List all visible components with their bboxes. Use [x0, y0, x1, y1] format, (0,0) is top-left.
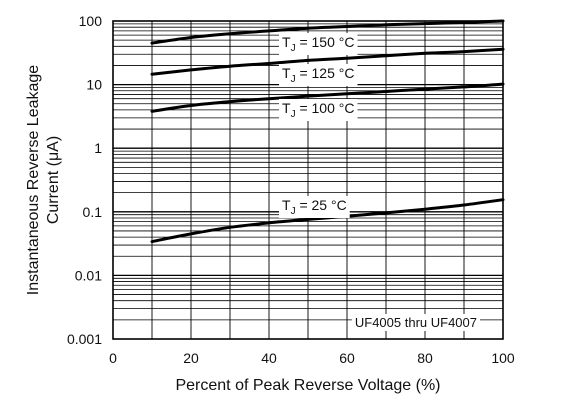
- curve-label-t: T: [282, 197, 291, 213]
- curve-label-subscript: J: [291, 206, 296, 217]
- note-text: UF4005 thru UF4007: [355, 315, 477, 330]
- curve-label-value: = 125 °C: [296, 65, 355, 81]
- curve-labels: TJ = 150 °CTJ = 125 °CTJ = 100 °CTJ = 25…: [279, 33, 358, 218]
- curve-label-t: T: [282, 65, 291, 81]
- curve-label-t: T: [282, 100, 291, 116]
- device-range-note: UF4005 thru UF4007: [351, 314, 480, 331]
- x-tick-label: 100: [491, 350, 515, 366]
- curve-label: TJ = 125 °C: [279, 64, 358, 86]
- series-line: [150, 47, 505, 76]
- y-tick-label: 100: [79, 13, 103, 29]
- curve-label-subscript: J: [291, 109, 296, 120]
- y-tick-label: 1: [94, 140, 102, 156]
- curve-label-text: TJ = 100 °C: [282, 100, 354, 120]
- y-tick-label: 0.1: [83, 204, 103, 220]
- y-axis-title-line-1: Instantaneous Reverse Leakage: [25, 65, 42, 295]
- curve-label-text: TJ = 125 °C: [282, 65, 354, 85]
- curve-label: TJ = 100 °C: [279, 99, 358, 121]
- note-background: [351, 314, 480, 331]
- plot-frame: [112, 20, 504, 340]
- curve-label-value: = 25 °C: [296, 197, 347, 213]
- x-tick-label: 20: [183, 350, 199, 366]
- curve-label-text: TJ = 150 °C: [282, 34, 354, 54]
- curve-label-subscript: J: [291, 74, 296, 85]
- y-axis-title: Instantaneous Reverse Leakage Current (μ…: [25, 65, 62, 295]
- x-tick-label: 40: [261, 350, 277, 366]
- annotations: UF4005 thru UF4007: [351, 314, 480, 331]
- y-axis-title-line-2: Current (μA): [45, 136, 62, 224]
- x-tick-label: 80: [417, 350, 433, 366]
- curve-label-background: [279, 196, 350, 218]
- series-line: [150, 82, 505, 113]
- curve-label: TJ = 150 °C: [279, 33, 358, 55]
- curve-label-background: [279, 33, 358, 55]
- curve-label-value: = 100 °C: [296, 100, 355, 116]
- curve-label: TJ = 25 °C: [279, 196, 350, 218]
- x-axis-title: Percent of Peak Reverse Voltage (%): [175, 377, 440, 394]
- curve-label-text: TJ = 25 °C: [282, 197, 347, 217]
- curve-label-background: [279, 99, 358, 121]
- x-tick-label: 0: [109, 350, 117, 366]
- x-tick-label: 60: [339, 350, 355, 366]
- curve-label-t: T: [282, 34, 291, 50]
- curve-label-background: [279, 64, 358, 86]
- y-tick-label: 0.001: [67, 331, 102, 347]
- tick-labels: 0 20 40 60 80 100 0.001 0.01 0.1 1 10 100: [67, 13, 515, 366]
- y-tick-label: 10: [86, 77, 102, 93]
- y-tick-label: 0.01: [75, 267, 102, 283]
- series-line: [150, 19, 505, 45]
- curve-label-value: = 150 °C: [296, 34, 355, 50]
- curve-label-subscript: J: [291, 43, 296, 54]
